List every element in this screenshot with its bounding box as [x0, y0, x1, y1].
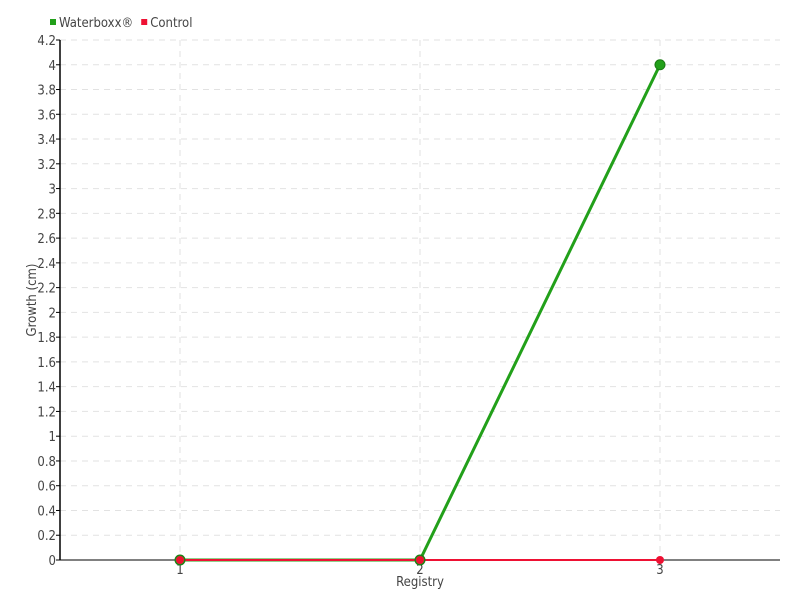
y-tick-label: 0	[49, 554, 56, 569]
y-tick-label: 2.6	[37, 232, 56, 247]
y-tick-label: 3.6	[37, 108, 56, 123]
y-tick-label: 2.8	[37, 207, 56, 222]
y-tick-label: 1.2	[37, 405, 56, 420]
data-point	[656, 556, 664, 564]
y-tick-label: 0.8	[37, 455, 56, 470]
x-axis-label: Registry	[396, 575, 444, 590]
y-tick-label: 2	[49, 306, 56, 321]
axes: 0 0.2 0.4 0.6 0.8 1 1.2 1.4 1.6 1.8 2 2.2 2.4 2.6 2.8 3…	[37, 34, 780, 578]
legend-label-0: Waterboxx®	[59, 16, 133, 31]
x-tick-label: 3	[656, 563, 663, 578]
legend-swatch-0	[50, 19, 56, 25]
y-tick-label: 3.4	[37, 133, 56, 148]
y-tick-label: 1	[49, 430, 56, 445]
y-tick-label: 1.4	[37, 381, 56, 396]
y-tick-label: 2.4	[37, 257, 56, 272]
y-tick-label: 1.6	[37, 356, 56, 371]
grid	[60, 39, 780, 560]
data-point	[176, 556, 184, 564]
y-tick-label: 0.4	[37, 504, 56, 519]
legend-label-1: Control	[150, 16, 192, 31]
y-tick-label: 1.8	[37, 331, 56, 346]
series-group	[174, 59, 666, 566]
y-tick-label: 4	[49, 59, 56, 74]
y-axis-label: Growth (cm)	[25, 264, 40, 337]
x-tick-label: 1	[176, 563, 183, 578]
y-tick-label: 2.2	[37, 282, 56, 297]
y-tick-label: 3.8	[37, 84, 56, 99]
y-tick-label: 3	[49, 183, 56, 198]
y-tick-label: 3.2	[37, 158, 56, 173]
y-tick-label: 0.2	[37, 529, 56, 544]
legend-swatch-1	[141, 19, 148, 25]
data-point	[654, 59, 666, 71]
legend: Waterboxx® Control	[50, 16, 192, 31]
data-point	[416, 556, 424, 564]
x-tick-label: 2	[416, 563, 423, 578]
y-tick-label: 4.2	[37, 34, 56, 49]
y-tick-label: 0.6	[37, 480, 56, 495]
